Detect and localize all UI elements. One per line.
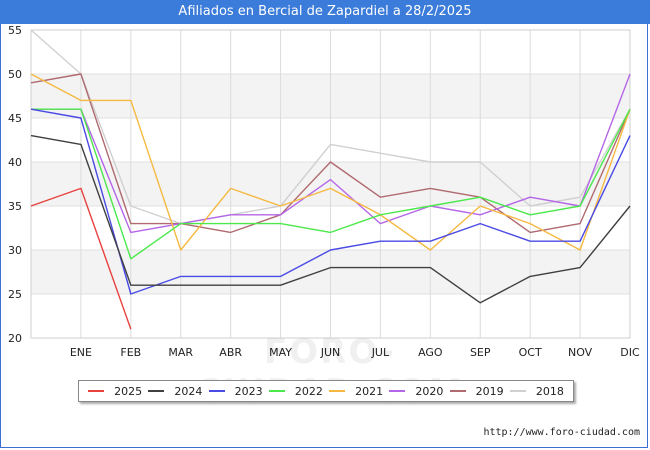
legend-item-2024: 2024 xyxy=(148,385,202,398)
x-tick-label: MAR xyxy=(168,346,193,359)
x-tick-label: ABR xyxy=(219,346,242,359)
legend-label: 2021 xyxy=(355,384,384,398)
legend-item-2021: 2021 xyxy=(329,385,383,398)
source-url[interactable]: http://www.foro-ciudad.com xyxy=(483,427,640,438)
legend-label: 2019 xyxy=(475,384,504,398)
x-tick-label: AGO xyxy=(418,346,443,359)
legend-item-2020: 2020 xyxy=(389,385,443,398)
x-tick-label: NOV xyxy=(568,346,593,359)
legend-swatch xyxy=(148,390,165,392)
series-line-2023 xyxy=(30,108,631,295)
legend-swatch xyxy=(88,390,105,392)
series-line-2025 xyxy=(30,187,132,330)
x-tick-label: JUN xyxy=(320,346,341,359)
x-tick-label: SEP xyxy=(470,346,491,359)
series-lines xyxy=(30,29,631,330)
y-tick-labels: 20 25 30 35 40 45 50 55 xyxy=(8,24,22,345)
plot-border xyxy=(30,29,631,339)
series-line-2019 xyxy=(30,73,631,234)
legend-label: 2022 xyxy=(294,384,323,398)
legend-item-2025: 2025 xyxy=(88,385,142,398)
y-tick-label: 30 xyxy=(8,244,22,257)
y-tick-label: 35 xyxy=(8,200,22,213)
legend-label: 2024 xyxy=(174,384,203,398)
y-tick-label: 45 xyxy=(8,112,22,125)
y-tick-label: 40 xyxy=(8,156,22,169)
legend-swatch xyxy=(509,390,526,392)
legend-label: 2020 xyxy=(415,384,444,398)
legend-item-2023: 2023 xyxy=(208,384,263,398)
x-tick-label: MAY xyxy=(269,346,292,359)
x-tick-label: FEB xyxy=(120,346,141,359)
x-tick-label: DIC xyxy=(620,346,640,359)
legend-item-2018: 2018 xyxy=(509,384,564,398)
y-tick-label: 55 xyxy=(8,24,22,37)
series-line-2021 xyxy=(30,73,631,251)
y-tick-label: 20 xyxy=(8,332,22,345)
x-tick-label: ENE xyxy=(70,346,92,359)
legend-swatch xyxy=(208,390,225,392)
legend-label: 2018 xyxy=(535,384,564,398)
y-tick-label: 50 xyxy=(8,68,22,81)
x-tick-labels: ENE FEB MAR ABR MAY JUN JUL AGO SEP OCT NOV DIC xyxy=(70,346,640,359)
legend-swatch xyxy=(329,390,346,392)
y-tick-label: 25 xyxy=(8,288,22,301)
axes xyxy=(30,29,631,339)
series-line-2018 xyxy=(30,29,631,225)
series-line-2024 xyxy=(30,134,631,304)
x-tick-label: OCT xyxy=(519,346,542,359)
legend: 2025 2024 2023 2022 2021 2020 2019 2018 xyxy=(78,380,574,402)
series-line-2022 xyxy=(31,108,631,260)
legend-item-2022: 2022 xyxy=(268,384,323,398)
x-tick-label: JUL xyxy=(371,346,390,359)
legend-item-2019: 2019 xyxy=(449,384,504,398)
legend-label: 2025 xyxy=(114,384,143,398)
chart-title: Afiliados en Bercial de Zapardiel a 28/2… xyxy=(0,0,650,24)
legend-swatch xyxy=(449,390,466,392)
legend-swatch xyxy=(389,390,406,392)
legend-label: 2023 xyxy=(234,384,263,398)
series-line-2020 xyxy=(31,73,631,234)
legend-swatch xyxy=(268,390,285,392)
